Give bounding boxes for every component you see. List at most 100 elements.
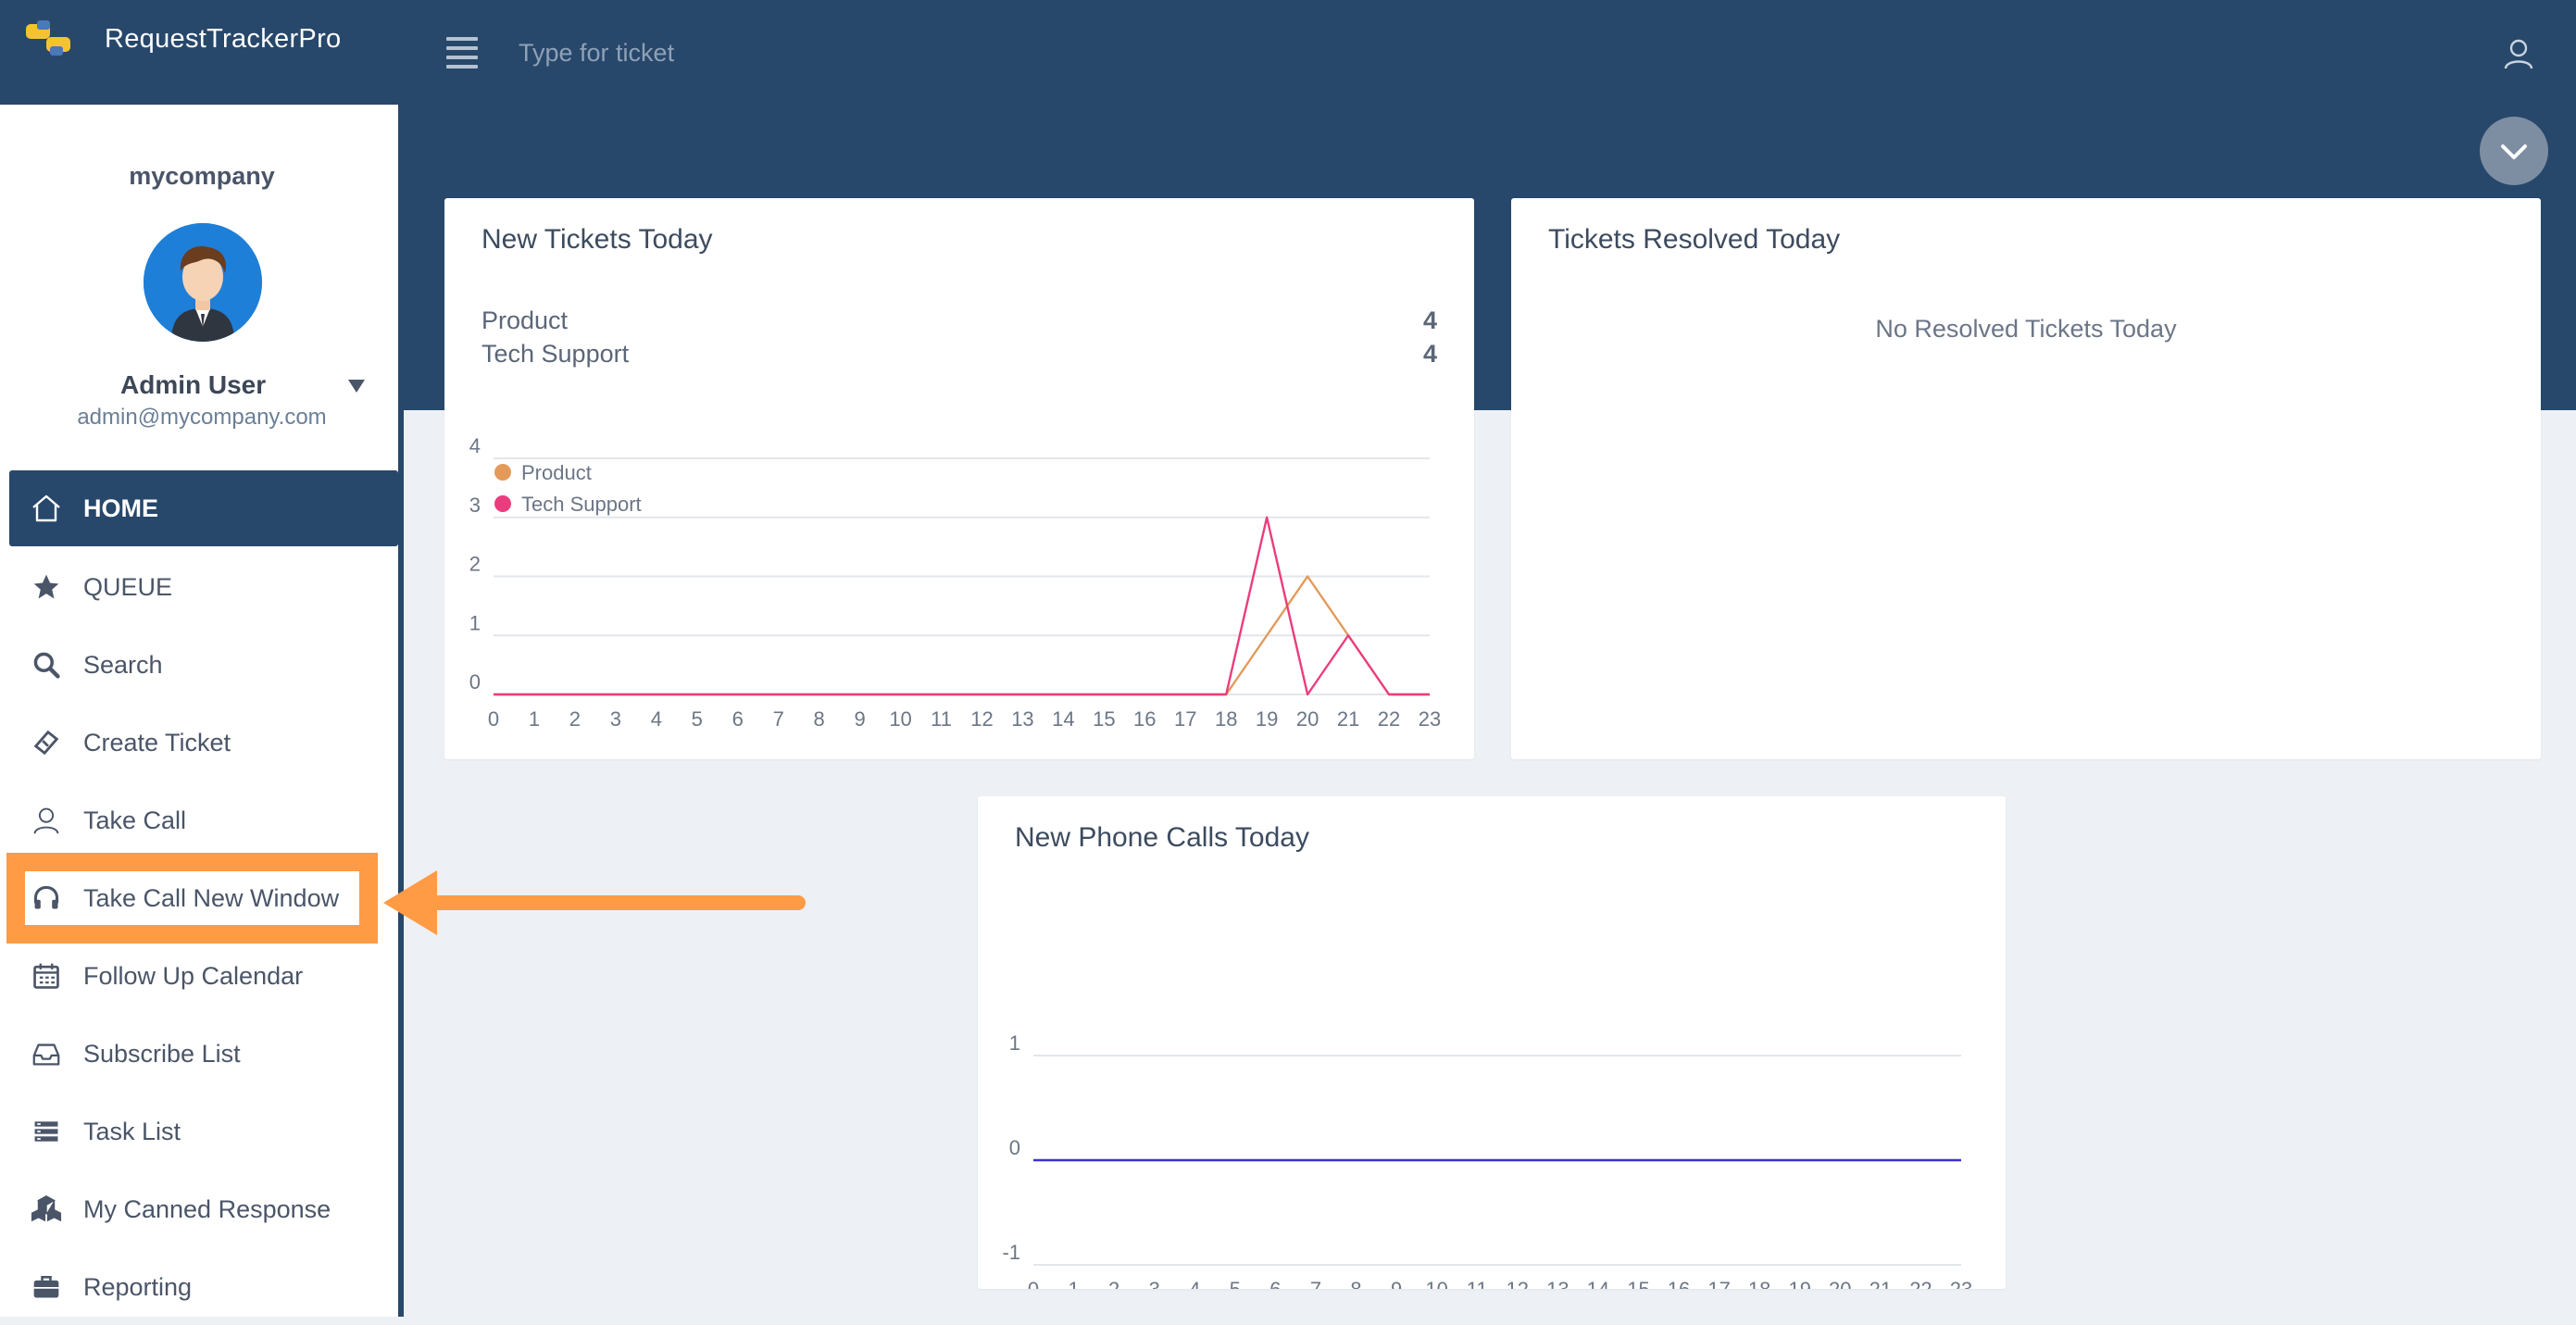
sidebar-item-queue[interactable]: QUEUE: [9, 549, 398, 625]
user-icon: [30, 804, 63, 837]
x-tick-label: 5: [692, 707, 703, 731]
x-tick-label: 10: [1425, 1278, 1447, 1289]
x-tick-label: 2: [569, 707, 581, 731]
x-tick-label: 1: [1068, 1278, 1079, 1289]
user-email: admin@mycompany.com: [77, 405, 327, 430]
sidebar-item-label: Subscribe List: [83, 1039, 241, 1068]
stat-label-tech-support: Tech Support: [481, 340, 630, 368]
x-tick-label: 13: [1546, 1278, 1569, 1289]
calendar-icon: [30, 959, 63, 993]
sidebar-item-label: Create Ticket: [83, 728, 231, 756]
sidebar-item-my-canned-response[interactable]: My Canned Response: [9, 1171, 398, 1247]
highlight-box: [6, 853, 378, 944]
legend-label: Tech Support: [521, 493, 642, 516]
legend-label: Product: [521, 461, 592, 484]
x-tick-label: 3: [610, 707, 621, 731]
home-icon: [30, 492, 63, 525]
x-tick-label: 7: [773, 707, 784, 731]
search-icon: [30, 648, 63, 681]
x-tick-label: 0: [488, 707, 499, 731]
list-icon: [30, 1115, 63, 1148]
x-tick-label: 4: [651, 707, 662, 731]
y-tick-label: 0: [469, 670, 481, 694]
sidebar-item-take-call[interactable]: Take Call: [9, 782, 398, 858]
x-tick-label: 17: [1707, 1278, 1730, 1289]
y-tick-label: -1: [1002, 1241, 1020, 1264]
x-tick-label: 22: [1909, 1278, 1932, 1289]
x-tick-label: 14: [1587, 1278, 1609, 1289]
cubes-icon: [30, 1193, 63, 1226]
y-tick-label: 1: [1009, 1031, 1020, 1055]
sidebar-item-home[interactable]: HOME: [9, 470, 398, 546]
x-tick-label: 18: [1748, 1278, 1770, 1289]
x-tick-label: 7: [1310, 1278, 1321, 1289]
user-name: Admin User: [120, 370, 267, 399]
x-tick-label: 16: [1133, 707, 1156, 731]
x-tick-label: 16: [1668, 1278, 1690, 1289]
x-tick-label: 15: [1093, 707, 1115, 731]
company-name: mycompany: [129, 162, 275, 190]
app-logo-icon: [26, 20, 70, 56]
collapse-button[interactable]: [2480, 117, 2548, 185]
user-profile-icon[interactable]: [2502, 37, 2535, 70]
user-menu-caret-icon[interactable]: [348, 380, 365, 393]
stat-value-product: 4: [1422, 306, 1437, 334]
top-bar: RequestTrackerPro: [0, 0, 2576, 105]
sidebar-item-task-list[interactable]: Task List: [9, 1094, 398, 1169]
sidebar-item-label: Take Call New Window: [83, 883, 340, 912]
x-tick-label: 23: [1950, 1278, 1972, 1289]
ticket-search-input[interactable]: [517, 33, 1076, 72]
x-tick-label: 20: [1296, 707, 1319, 731]
x-tick-label: 20: [1829, 1278, 1851, 1289]
series-line: [494, 516, 1430, 696]
sidebar-item-reporting[interactable]: Reporting: [9, 1249, 398, 1325]
x-tick-label: 19: [1788, 1278, 1810, 1289]
sidebar-item-label: Search: [83, 650, 163, 679]
x-tick-label: 6: [732, 707, 744, 731]
x-tick-label: 15: [1627, 1278, 1649, 1289]
y-tick-label: 2: [469, 553, 481, 576]
star-icon: [30, 570, 63, 604]
avatar: [144, 223, 262, 342]
sidebar-item-label: Task List: [83, 1117, 181, 1145]
x-tick-label: 11: [1467, 1278, 1488, 1289]
legend-marker: [494, 495, 511, 512]
app-title: RequestTrackerPro: [105, 24, 342, 54]
sidebar-item-label: QUEUE: [83, 572, 173, 601]
sidebar-item-subscribe-list[interactable]: Subscribe List: [9, 1016, 398, 1092]
sidebar-item-follow-up-calendar[interactable]: Follow Up Calendar: [9, 938, 398, 1014]
y-tick-label: 1: [469, 611, 481, 634]
stat-value-tech-support: 4: [1422, 340, 1437, 368]
headphones-icon: [30, 881, 63, 915]
empty-state-message: No Resolved Tickets Today: [1875, 315, 2177, 343]
x-tick-label: 8: [814, 707, 825, 731]
x-tick-label: 1: [529, 707, 540, 731]
x-tick-label: 23: [1419, 707, 1441, 731]
sidebar-item-search[interactable]: Search: [9, 627, 398, 703]
sidebar-item-take-call-new-window[interactable]: Take Call New Window: [9, 860, 398, 936]
card-title: Tickets Resolved Today: [1548, 224, 1841, 255]
x-tick-label: 21: [1869, 1278, 1892, 1289]
x-tick-label: 3: [1149, 1278, 1160, 1289]
menu-toggle-icon[interactable]: [446, 37, 478, 69]
x-tick-label: 8: [1350, 1278, 1361, 1289]
briefcase-icon: [30, 1270, 63, 1304]
x-tick-label: 2: [1108, 1278, 1119, 1289]
stat-label-product: Product: [481, 306, 569, 334]
sidebar-item-label: HOME: [83, 494, 158, 522]
y-tick-label: 3: [469, 494, 481, 517]
x-tick-label: 12: [1507, 1278, 1529, 1289]
y-tick-label: 0: [1009, 1136, 1020, 1159]
new-tickets-card: New Tickets Today Product 4 Tech Support…: [444, 198, 1474, 759]
chevron-down-icon: [2501, 144, 2527, 159]
x-tick-label: 13: [1011, 707, 1033, 731]
sidebar-item-label: Reporting: [83, 1272, 193, 1301]
inbox-icon: [30, 1037, 63, 1070]
card-title: New Tickets Today: [481, 224, 713, 255]
sidebar-item-create-ticket[interactable]: Create Ticket: [9, 705, 398, 781]
x-tick-label: 11: [931, 707, 952, 731]
phone-calls-chart: -101012345678910111213141516171819202122…: [1002, 1031, 1972, 1289]
x-tick-label: 9: [854, 707, 865, 731]
x-tick-label: 10: [889, 707, 911, 731]
x-tick-label: 17: [1174, 707, 1196, 731]
